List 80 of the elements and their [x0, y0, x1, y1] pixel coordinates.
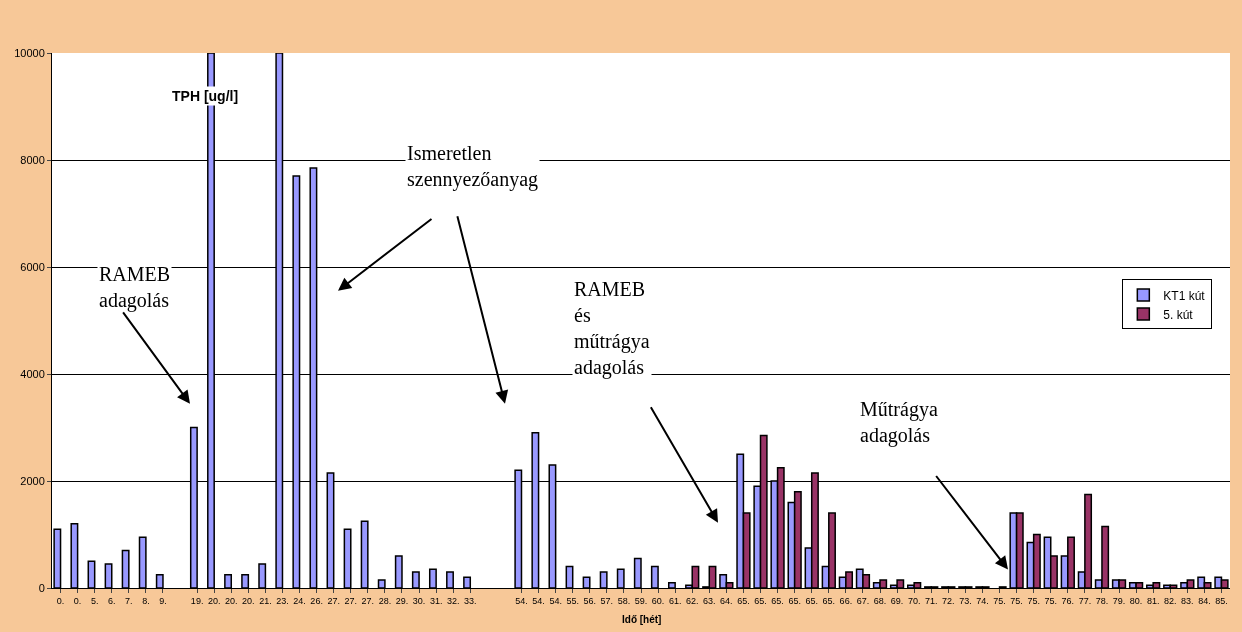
x-tick-label: 78. [1095, 595, 1109, 606]
x-tick-label: 65. [771, 595, 784, 606]
x-tick-label: 82. [1163, 595, 1177, 606]
x-tick-label: 85. [1215, 595, 1228, 606]
x-tick-label: 62. [685, 595, 699, 606]
x-axis-title: Idő [hét] [622, 614, 662, 625]
x-tick-label: 59. [634, 595, 648, 606]
x-tick-label: 26. [310, 595, 323, 606]
x-tick-label: 6. [107, 595, 116, 606]
x-tick-label: 33. [464, 595, 477, 606]
x-tick-label: 79. [1112, 595, 1126, 606]
y-tick-label: 4000 [20, 367, 45, 380]
x-tick-label: 31. [429, 595, 443, 606]
y-tick-label: 6000 [20, 260, 45, 273]
x-tick-label: 27. [344, 595, 358, 606]
x-tick-label: 23. [276, 595, 289, 606]
x-tick-label: 28. [378, 595, 392, 606]
x-tick-label: 21. [259, 595, 272, 606]
x-tick-label: 20. [242, 595, 255, 606]
x-tick-label: 77. [1078, 595, 1092, 606]
x-tick-label: 54. [532, 595, 545, 606]
legend-label: 5. kút [1163, 307, 1194, 322]
x-tick-label: 72. [942, 595, 955, 606]
legend-label: KT1 kút [1163, 288, 1206, 303]
x-tick-label: 29. [395, 595, 409, 606]
x-tick-label: 56. [583, 595, 597, 606]
x-tick-label: 8. [142, 595, 150, 606]
x-tick-label: 60. [651, 595, 665, 606]
x-tick-label: 68. [873, 595, 887, 606]
x-tick-label: 57. [600, 595, 614, 606]
y-tick-label: 10000 [14, 46, 45, 59]
x-tick-label: 65. [788, 595, 801, 606]
x-tick-label: 27. [327, 595, 340, 606]
x-tick-label: 75. [1027, 595, 1040, 606]
x-tick-label: 27. [361, 595, 375, 606]
annotation: RAMEB és műtrágya adagolás [574, 278, 650, 379]
x-tick-label: 70. [907, 595, 921, 606]
y-tick-label: 0 [38, 581, 45, 594]
x-tick-label: 30. [412, 595, 426, 606]
x-tick-label: 67. [856, 595, 870, 606]
annotation: RAMEB adagolás [99, 263, 171, 312]
x-tick-label: 73. [959, 595, 972, 606]
x-tick-label: 5. [90, 595, 99, 606]
x-tick-label: 32. [446, 595, 460, 606]
x-tick-label: 54. [549, 595, 562, 606]
x-tick-label: 20. [207, 595, 221, 606]
x-tick-label: 75. [1044, 595, 1057, 606]
x-tick-label: 0. [56, 595, 65, 606]
x-tick-label: 66. [839, 595, 853, 606]
x-tick-label: 65. [754, 595, 767, 606]
x-tick-label: 63. [703, 595, 716, 606]
x-tick-label: 7. [125, 595, 133, 606]
x-tick-label: 0. [73, 595, 82, 606]
x-tick-label: 65. [822, 595, 836, 606]
x-tick-label: 55. [566, 595, 579, 606]
x-tick-label: 69. [890, 595, 904, 606]
annotation: Ismeretlen szennyezőanyag [407, 142, 539, 191]
x-tick-label: 65. [737, 595, 750, 606]
x-tick-label: 75. [993, 595, 1006, 606]
y-tick-label: 2000 [20, 474, 45, 487]
x-tick-label: 71. [924, 595, 938, 606]
x-tick-label: 75. [1010, 595, 1023, 606]
x-tick-label: 54. [515, 595, 528, 606]
x-tick-label: 64. [720, 595, 733, 606]
y-axis-title: TPH [ug/l] [172, 88, 239, 104]
x-tick-label: 76. [1061, 595, 1075, 606]
x-tick-label: 74. [976, 595, 989, 606]
annotation: Műtrágya adagolás [860, 398, 938, 447]
x-tick-label: 9. [159, 595, 167, 606]
x-tick-label: 80. [1129, 595, 1143, 606]
x-tick-label: 61. [668, 595, 682, 606]
x-tick-label: 24. [293, 595, 306, 606]
x-tick-label: 58. [617, 595, 631, 606]
x-tick-label: 83. [1181, 595, 1194, 606]
x-tick-label: 65. [805, 595, 818, 606]
y-tick-label: 8000 [20, 153, 45, 166]
x-tick-label: 19. [190, 595, 204, 606]
x-tick-label: 84. [1198, 595, 1211, 606]
x-tick-label: 20. [225, 595, 238, 606]
x-tick-label: 81. [1146, 595, 1160, 606]
